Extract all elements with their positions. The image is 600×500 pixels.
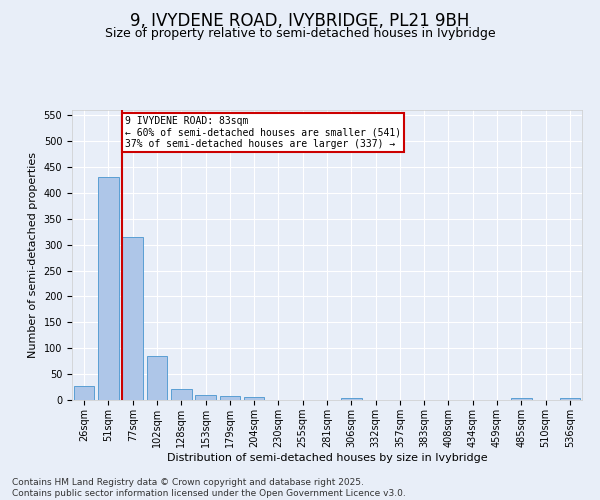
Bar (122, 237, 143, 400)
Bar (146, 356, 167, 400)
Bar (195, 395, 216, 400)
Bar (244, 398, 265, 400)
Text: Size of property relative to semi-detached houses in Ivybridge: Size of property relative to semi-detach… (104, 28, 496, 40)
Y-axis label: Number of semi-detached properties: Number of semi-detached properties (28, 152, 38, 358)
Bar (511, 398, 532, 400)
Text: Contains HM Land Registry data © Crown copyright and database right 2025.
Contai: Contains HM Land Registry data © Crown c… (12, 478, 406, 498)
Text: 9, IVYDENE ROAD, IVYBRIDGE, PL21 9BH: 9, IVYDENE ROAD, IVYBRIDGE, PL21 9BH (130, 12, 470, 30)
Text: 9 IVYDENE ROAD: 83sqm
← 60% of semi-detached houses are smaller (541)
37% of sem: 9 IVYDENE ROAD: 83sqm ← 60% of semi-deta… (125, 116, 401, 150)
Bar (171, 388, 191, 400)
Bar (98, 178, 119, 400)
Bar (341, 398, 362, 400)
Bar (74, 386, 94, 400)
X-axis label: Distribution of semi-detached houses by size in Ivybridge: Distribution of semi-detached houses by … (167, 452, 487, 462)
Bar (220, 396, 240, 400)
Bar (560, 398, 580, 400)
